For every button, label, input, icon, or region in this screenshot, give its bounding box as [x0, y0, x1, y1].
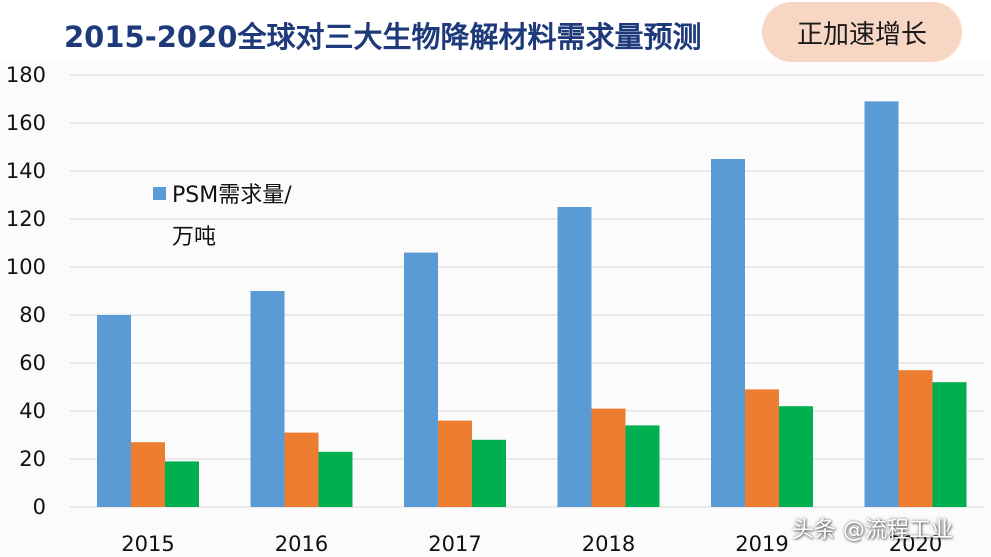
bar-series1-2020: [864, 101, 899, 508]
bar-series3-2017: [472, 439, 506, 507]
bar-series3-2018: [625, 425, 660, 507]
y-tick-label: 120: [6, 207, 46, 231]
bar-series2-2015: [131, 442, 165, 507]
x-tick-label: 2019: [735, 532, 788, 556]
x-tick-label: 2018: [582, 532, 635, 556]
legend-label-psm-line2: 万吨: [172, 225, 216, 250]
bar-series1-2017: [404, 252, 438, 507]
y-tick-label: 140: [6, 159, 46, 183]
x-tick-label: 2017: [428, 532, 481, 556]
chart-title: 2015-2020全球对三大生物降解材料需求量预测: [64, 20, 702, 54]
bar-series3-2019: [779, 406, 813, 507]
bar-series2-2019: [745, 389, 779, 507]
y-tick-label: 0: [33, 495, 46, 519]
bar-series3-2015: [165, 461, 199, 507]
bar-series1-2018: [557, 207, 592, 507]
chart-area: 0 20 40 60 80 100 120 140 160 180 2015 2016 2017 201…: [0, 62, 991, 557]
legend-label-psm-line1: PSM需求量/: [172, 183, 292, 208]
x-tick-label: 2020: [889, 532, 942, 556]
bar-series2-2017: [438, 420, 472, 507]
legend-swatch-psm: [153, 187, 166, 200]
bar-series2-2016: [284, 432, 319, 507]
x-tick-label: 2015: [121, 532, 174, 556]
y-tick-label: 100: [6, 255, 46, 279]
watermark: 头条 @流程工业: [792, 518, 953, 543]
bar-series2-2018: [591, 408, 626, 507]
grid-lines: [70, 74, 985, 508]
growth-badge: 正加速增长: [762, 2, 962, 62]
y-tick-label: 60: [19, 351, 46, 375]
x-axis-ticks: 2015 2016 2017 2018 2019 2020: [121, 532, 942, 556]
y-tick-label: 180: [6, 63, 46, 87]
y-axis-ticks: 0 20 40 60 80 100 120 140 160 180: [6, 63, 46, 519]
bars: [97, 101, 967, 508]
y-tick-label: 40: [19, 399, 46, 423]
y-tick-label: 80: [19, 303, 46, 327]
bar-series3-2020: [932, 382, 967, 507]
bar-series1-2016: [250, 291, 285, 507]
bar-series1-2015: [97, 315, 131, 507]
bar-series2-2020: [898, 370, 933, 507]
bar-series1-2019: [711, 159, 745, 507]
x-tick-label: 2016: [275, 532, 328, 556]
y-tick-label: 20: [19, 447, 46, 471]
bar-series3-2016: [318, 451, 353, 507]
y-tick-label: 160: [6, 111, 46, 135]
legend: PSM需求量/ 万吨: [153, 183, 292, 250]
